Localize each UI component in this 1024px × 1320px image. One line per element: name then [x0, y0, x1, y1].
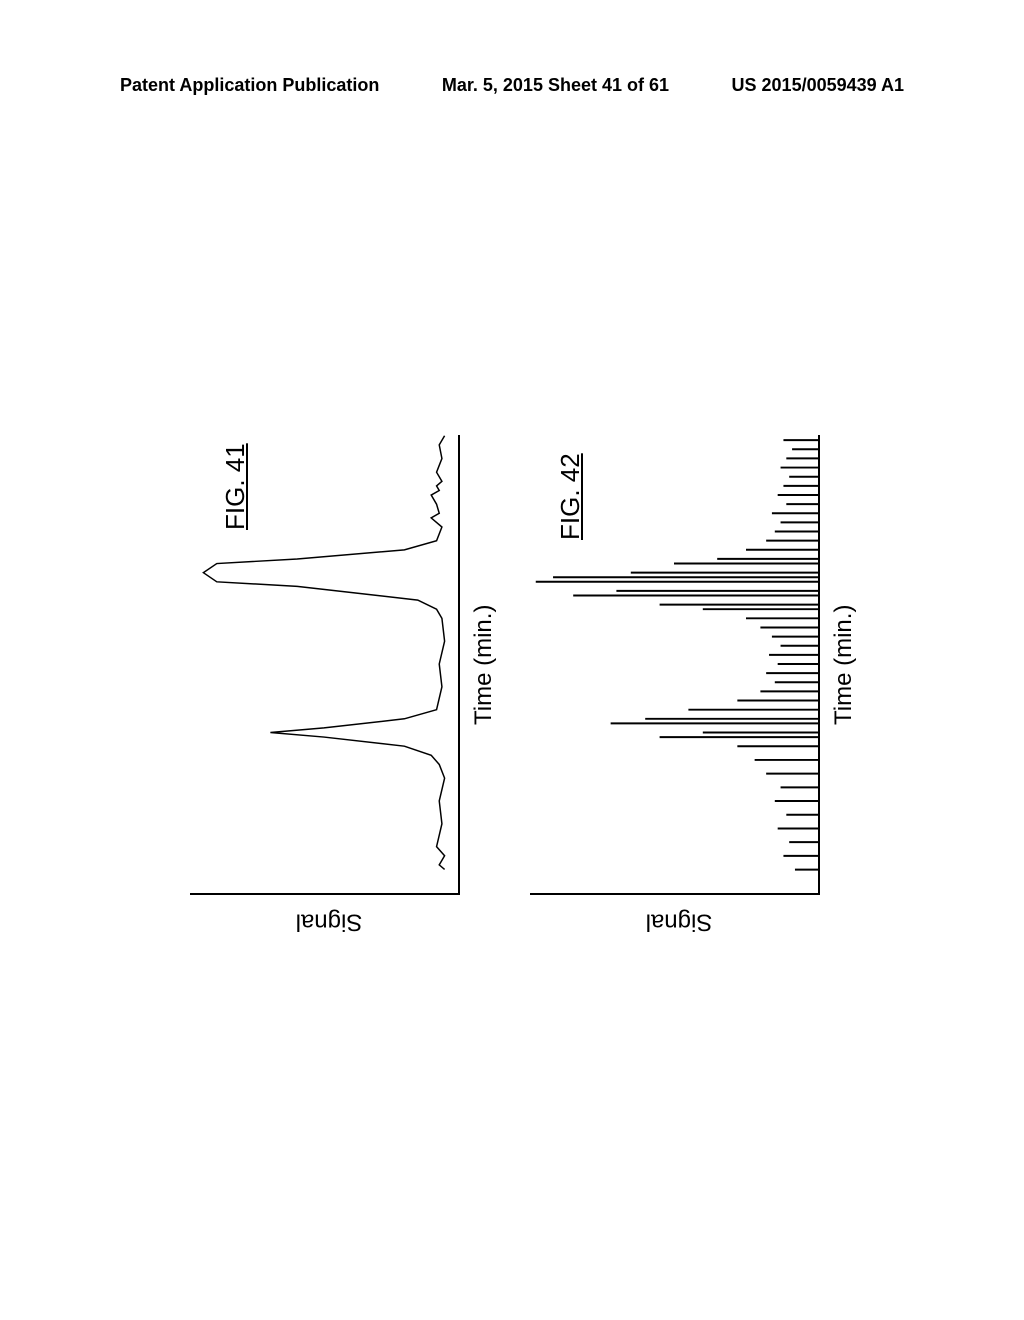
chart1-title: FIG. 41	[220, 443, 251, 530]
figure-container: Signal Time (min.) FIG. 41 Signal Time (…	[190, 335, 840, 895]
chart1-xlabel: Time (min.)	[470, 605, 498, 725]
header-center: Mar. 5, 2015 Sheet 41 of 61	[442, 75, 669, 96]
page-header: Patent Application Publication Mar. 5, 2…	[0, 75, 1024, 96]
header-left: Patent Application Publication	[120, 75, 379, 96]
chart1-ylabel: Signal	[296, 908, 363, 936]
chart2-ylabel: Signal	[646, 908, 713, 936]
chart2-xlabel: Time (min.)	[830, 605, 858, 725]
chart2-title: FIG. 42	[555, 453, 586, 540]
header-right: US 2015/0059439 A1	[732, 75, 904, 96]
